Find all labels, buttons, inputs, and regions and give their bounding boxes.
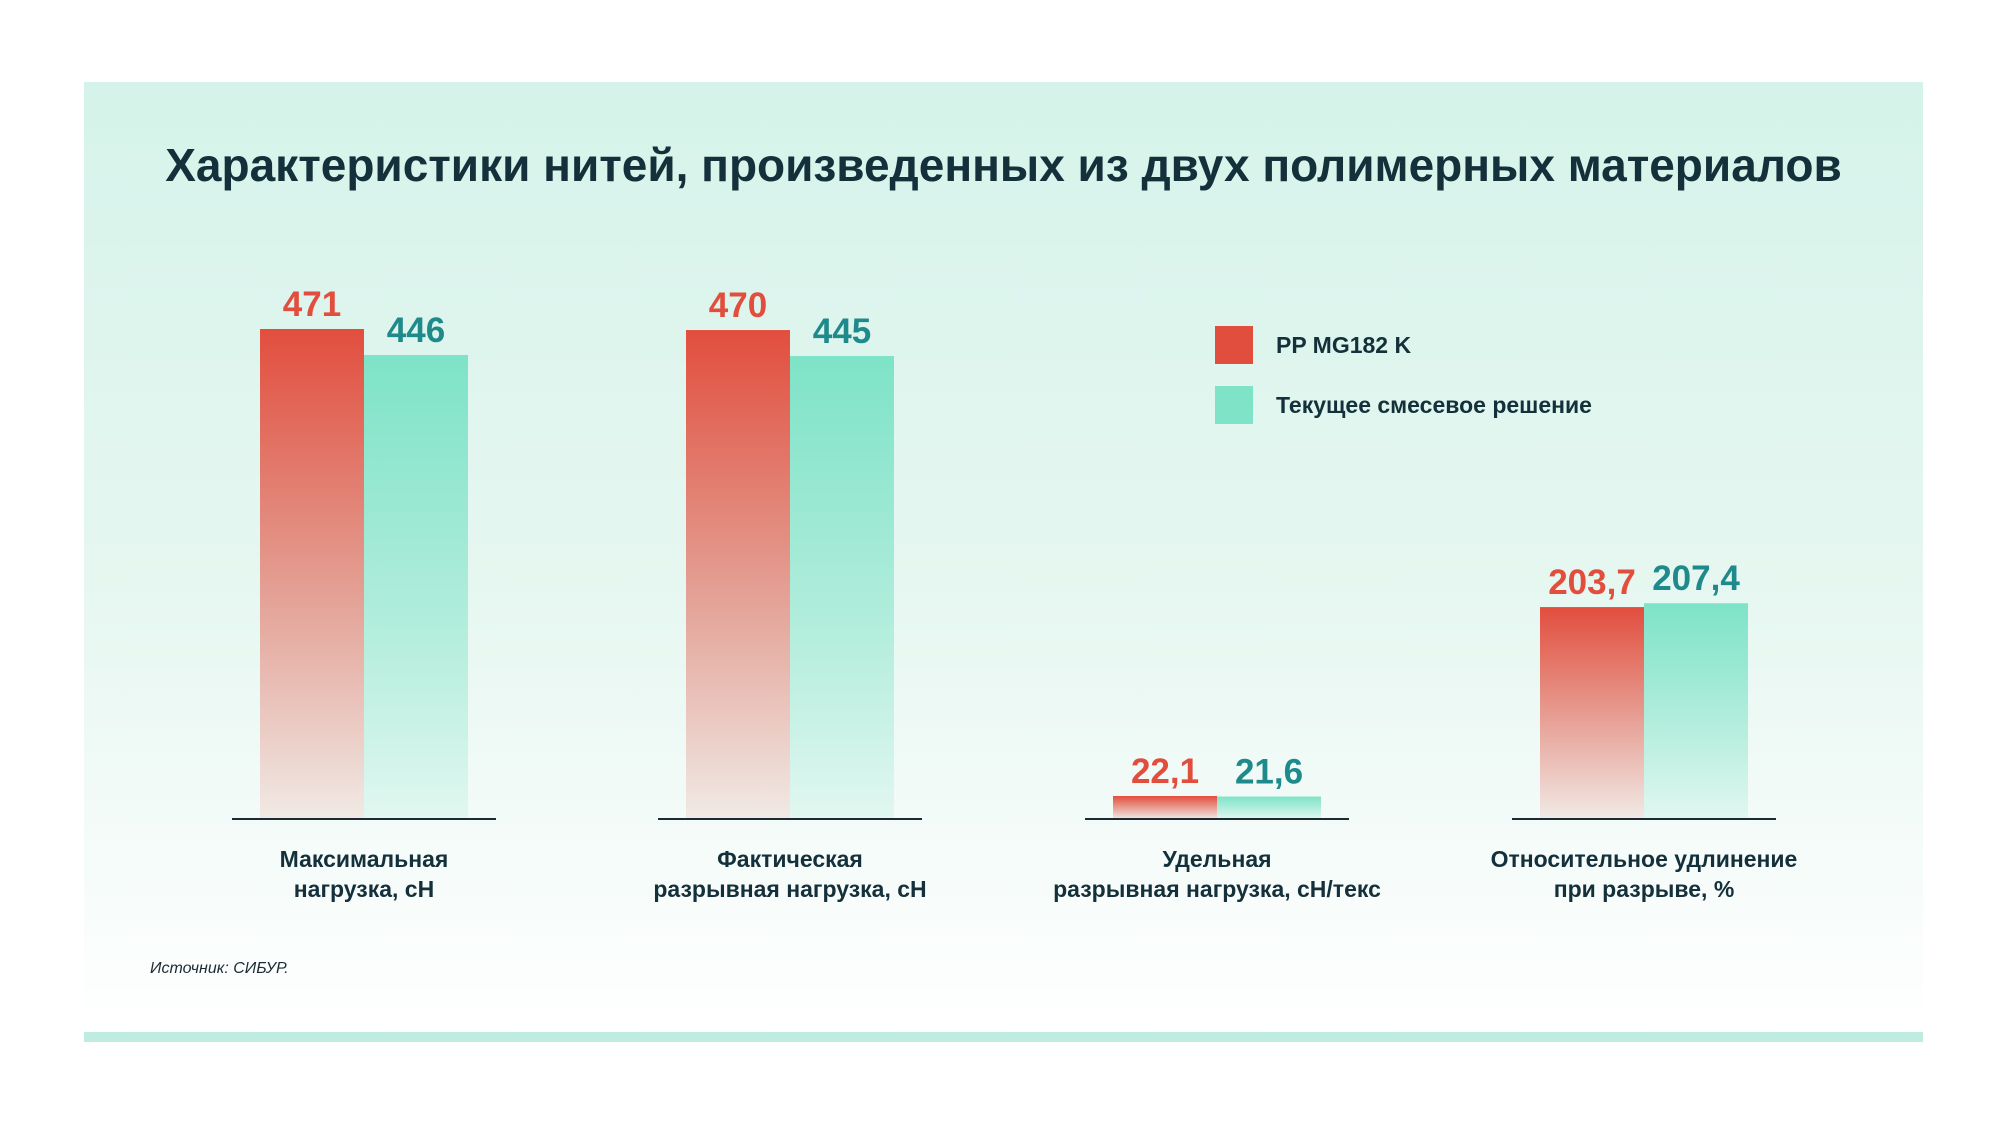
data-label-pp-1: 471 <box>283 285 341 324</box>
data-label-pp-2: 470 <box>709 286 767 325</box>
category-label-1-line-1: Максимальная <box>280 846 449 872</box>
bar-blend-2 <box>790 356 894 819</box>
chart-title: Характеристики нитей, произведенных из д… <box>165 139 1842 191</box>
legend-item-blend: Текущее смесевое решение <box>1215 386 1592 424</box>
bar-pp-2 <box>686 330 790 819</box>
category-label-2-line-1: Фактическая <box>717 846 863 872</box>
data-label-pp-4: 203,7 <box>1548 563 1636 602</box>
bar-pp-4 <box>1540 607 1644 819</box>
legend-label-pp: PP MG182 K <box>1276 331 1412 358</box>
category-label-3-line-2: разрывная нагрузка, сН/текс <box>1053 876 1381 902</box>
bar-blend-1 <box>364 355 468 819</box>
category-label-4-line-1: Относительное удлинение <box>1491 846 1798 872</box>
category-label-3-line-1: Удельная <box>1162 846 1271 872</box>
bar-pp-3 <box>1113 796 1217 819</box>
data-label-blend-3: 21,6 <box>1235 753 1303 792</box>
legend-item-pp: PP MG182 K <box>1215 326 1411 364</box>
category-label-1-line-2: нагрузка, сН <box>294 876 434 902</box>
legend-label-blend: Текущее смесевое решение <box>1276 391 1592 418</box>
bar-pp-1 <box>260 329 364 819</box>
data-label-blend-4: 207,4 <box>1652 559 1740 598</box>
data-label-pp-3: 22,1 <box>1131 752 1199 791</box>
category-label-2-line-2: разрывная нагрузка, сН <box>653 876 926 902</box>
category-label-4-line-2: при разрыве, % <box>1554 876 1735 902</box>
bar-blend-3 <box>1217 796 1321 819</box>
source-note: Источник: СИБУР. <box>150 960 289 977</box>
data-label-blend-1: 446 <box>387 311 445 350</box>
bar-blend-4 <box>1644 603 1748 819</box>
legend-swatch-pp <box>1215 326 1253 364</box>
bottom-accent-bar <box>84 1032 1923 1042</box>
data-label-blend-2: 445 <box>813 312 871 351</box>
legend-swatch-blend <box>1215 386 1253 424</box>
